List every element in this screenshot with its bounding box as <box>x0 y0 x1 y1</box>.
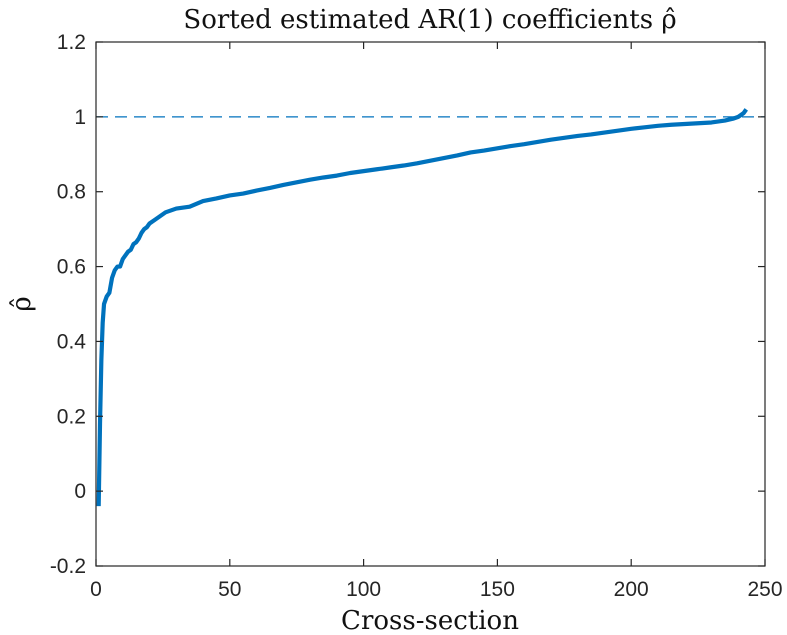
y-tick-label: 0.4 <box>57 330 87 353</box>
series-line <box>96 108 748 507</box>
x-tick-label: 250 <box>747 578 782 601</box>
y-tick-label: 0.6 <box>57 256 86 279</box>
y-tick-label: 0.2 <box>57 405 86 428</box>
x-axis-label: Cross-section <box>341 606 519 635</box>
y-tick-label: 1 <box>74 106 86 129</box>
plot-background <box>96 42 765 566</box>
x-tick-label: 50 <box>218 578 241 601</box>
x-tick-label: 100 <box>346 578 381 601</box>
plot-frame <box>95 41 766 567</box>
x-tick-label: 0 <box>90 578 102 601</box>
y-tick-label: -0.2 <box>50 555 86 578</box>
y-tick-label: 0 <box>74 480 86 503</box>
x-tick-label: 150 <box>480 578 515 601</box>
x-axis: 0 50 100 150 200 250 <box>90 42 783 601</box>
x-tick-label: 200 <box>614 578 649 601</box>
y-tick-label: 1.2 <box>57 31 86 54</box>
series-layer <box>96 108 748 507</box>
chart-title: Sorted estimated AR(1) coefficients ρ̂ <box>183 5 676 35</box>
y-axis-label: ρ̂ <box>7 296 37 311</box>
y-tick-label: 0.8 <box>57 181 86 204</box>
y-axis: -0.2 0 0.2 0.4 0.6 0.8 1 1.2 <box>50 31 765 578</box>
